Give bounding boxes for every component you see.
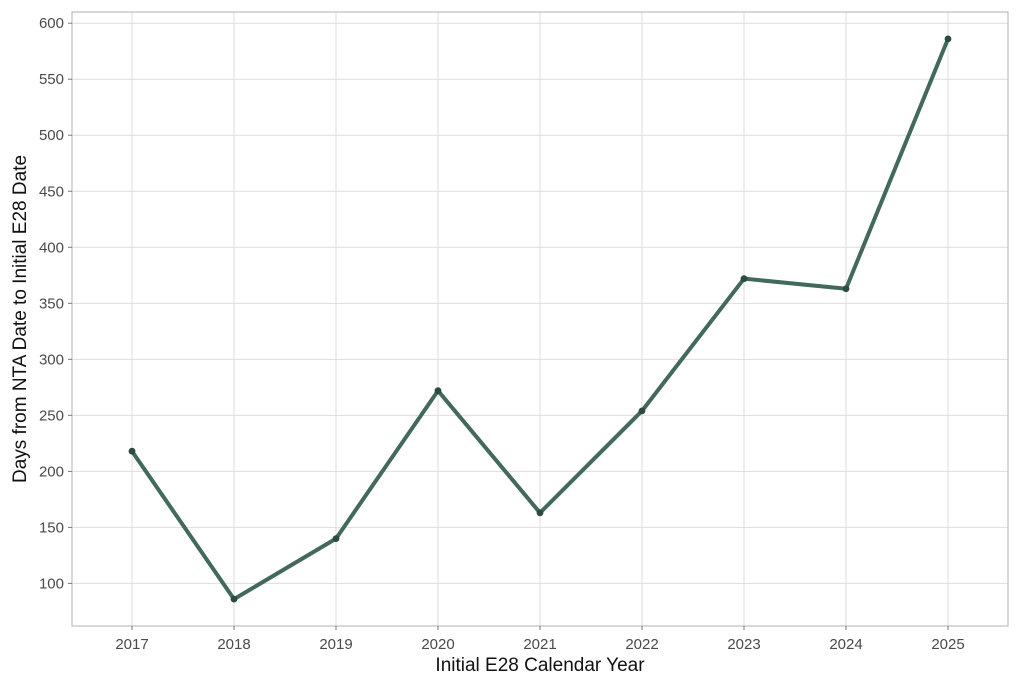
data-point xyxy=(332,535,340,543)
x-tick-label: 2025 xyxy=(931,636,964,653)
y-tick-label: 500 xyxy=(39,127,64,144)
x-tick-label: 2022 xyxy=(625,636,658,653)
series-layer xyxy=(128,35,952,603)
data-point xyxy=(740,275,748,283)
y-axis-title: Days from NTA Date to Initial E28 Date xyxy=(10,155,31,483)
y-tick-label: 450 xyxy=(39,183,64,200)
x-tick-label: 2021 xyxy=(523,636,556,653)
y-tick-label: 100 xyxy=(39,575,64,592)
data-point xyxy=(434,387,442,395)
x-tick-label: 2018 xyxy=(217,636,250,653)
y-tick-label: 200 xyxy=(39,463,64,480)
x-tick-label: 2020 xyxy=(421,636,454,653)
x-axis-title: Initial E28 Calendar Year xyxy=(435,655,645,676)
y-tick-label: 250 xyxy=(39,407,64,424)
data-point xyxy=(638,407,646,415)
data-point xyxy=(536,509,544,517)
data-point xyxy=(944,35,952,43)
data-point xyxy=(230,595,238,603)
data-point xyxy=(128,447,136,455)
x-tick-label: 2023 xyxy=(727,636,760,653)
grid xyxy=(72,12,1008,626)
axis-ticks: 100 150 200 250 300 350 400 450 500 550 600 2017 201… xyxy=(39,15,965,653)
y-tick-label: 550 xyxy=(39,71,64,88)
x-tick-label: 2019 xyxy=(319,636,352,653)
x-tick-label: 2024 xyxy=(829,636,862,653)
y-tick-label: 300 xyxy=(39,351,64,368)
y-tick-label: 350 xyxy=(39,295,64,312)
x-tick-label: 2017 xyxy=(115,636,148,653)
y-tick-label: 150 xyxy=(39,519,64,536)
data-point xyxy=(842,285,850,293)
y-tick-label: 600 xyxy=(39,15,64,32)
y-tick-label: 400 xyxy=(39,239,64,256)
